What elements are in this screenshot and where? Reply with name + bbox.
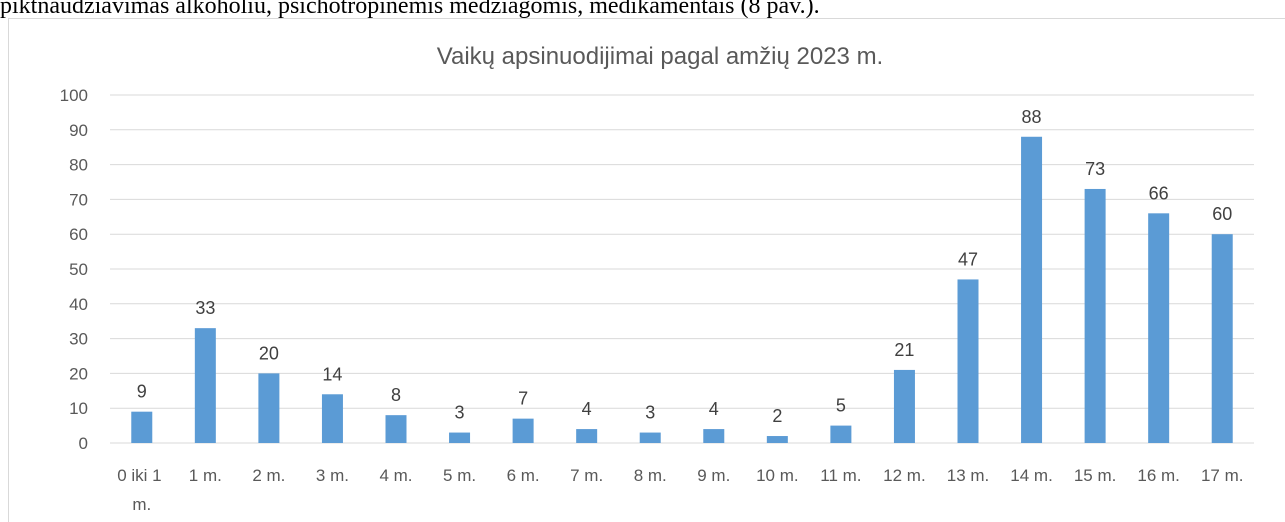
bar [1148, 213, 1170, 443]
data-label: 9 [137, 382, 147, 402]
bar [830, 425, 852, 443]
x-tick-label: 7 m. [570, 466, 603, 485]
y-tick-label: 90 [69, 121, 88, 140]
chart-frame [8, 18, 1285, 522]
x-tick-label: 5 m. [443, 466, 476, 485]
bar [766, 436, 788, 443]
x-tick-label: 2 m. [252, 466, 285, 485]
data-label: 4 [582, 399, 592, 419]
bar [1021, 136, 1043, 443]
x-tick-label: 3 m. [316, 466, 349, 485]
data-label: 3 [645, 403, 655, 423]
data-label: 47 [958, 249, 978, 269]
data-label: 20 [259, 343, 279, 363]
x-tick-label: 9 m. [697, 466, 730, 485]
data-label: 21 [894, 340, 914, 360]
data-label: 88 [1022, 107, 1042, 127]
data-label: 5 [836, 396, 846, 416]
x-tick-label: 1 m. [189, 466, 222, 485]
data-label: 66 [1149, 183, 1169, 203]
y-tick-label: 60 [69, 225, 88, 244]
y-tick-label: 50 [69, 260, 88, 279]
data-label: 4 [709, 399, 719, 419]
y-tick-label: 40 [69, 295, 88, 314]
x-tick-label: 0 iki 1 m. [117, 466, 166, 514]
bar [1211, 234, 1233, 443]
x-tick-label: 11 m. [820, 466, 861, 485]
x-tick-label: 17 m. [1201, 466, 1244, 485]
bar [194, 328, 216, 443]
bar [512, 418, 534, 443]
bar [449, 432, 471, 443]
x-tick-label: 16 m. [1137, 466, 1180, 485]
y-tick-label: 70 [69, 190, 88, 209]
data-label: 3 [455, 403, 465, 423]
x-tick-label: 12 m. [883, 466, 926, 485]
data-label: 7 [518, 389, 528, 409]
data-label: 2 [772, 406, 782, 426]
x-tick-label: 6 m. [507, 466, 540, 485]
bar [131, 411, 153, 443]
bar [258, 373, 280, 443]
y-tick-label: 30 [69, 330, 88, 349]
x-tick-label: 8 m. [634, 466, 667, 485]
data-label: 73 [1085, 159, 1105, 179]
x-tick-label: 14 m. [1010, 466, 1053, 485]
x-tick-label: 15 m. [1074, 466, 1117, 485]
bar [1084, 188, 1106, 443]
y-tick-label: 100 [60, 86, 88, 105]
bar [639, 432, 661, 443]
paragraph-fragment: piktnaudžiavimas alkoholiu, psichotropin… [0, 0, 820, 19]
y-tick-label: 0 [79, 434, 88, 453]
x-tick-label: 13 m. [947, 466, 990, 485]
x-tick-label: 4 m. [379, 466, 412, 485]
data-label: 33 [195, 298, 215, 318]
bar [893, 369, 915, 443]
data-label: 14 [322, 364, 342, 384]
data-label: 8 [391, 385, 401, 405]
bar [703, 429, 725, 443]
data-label: 60 [1212, 204, 1232, 224]
y-tick-label: 10 [69, 399, 88, 418]
y-tick-label: 20 [69, 364, 88, 383]
bar [385, 415, 407, 443]
chart-title: Vaikų apsinuodijimai pagal amžių 2023 m. [437, 43, 883, 70]
y-tick-label: 80 [69, 156, 88, 175]
bar [576, 429, 598, 443]
x-tick-label: 10 m. [756, 466, 799, 485]
bar [957, 279, 979, 443]
bar [321, 394, 343, 443]
